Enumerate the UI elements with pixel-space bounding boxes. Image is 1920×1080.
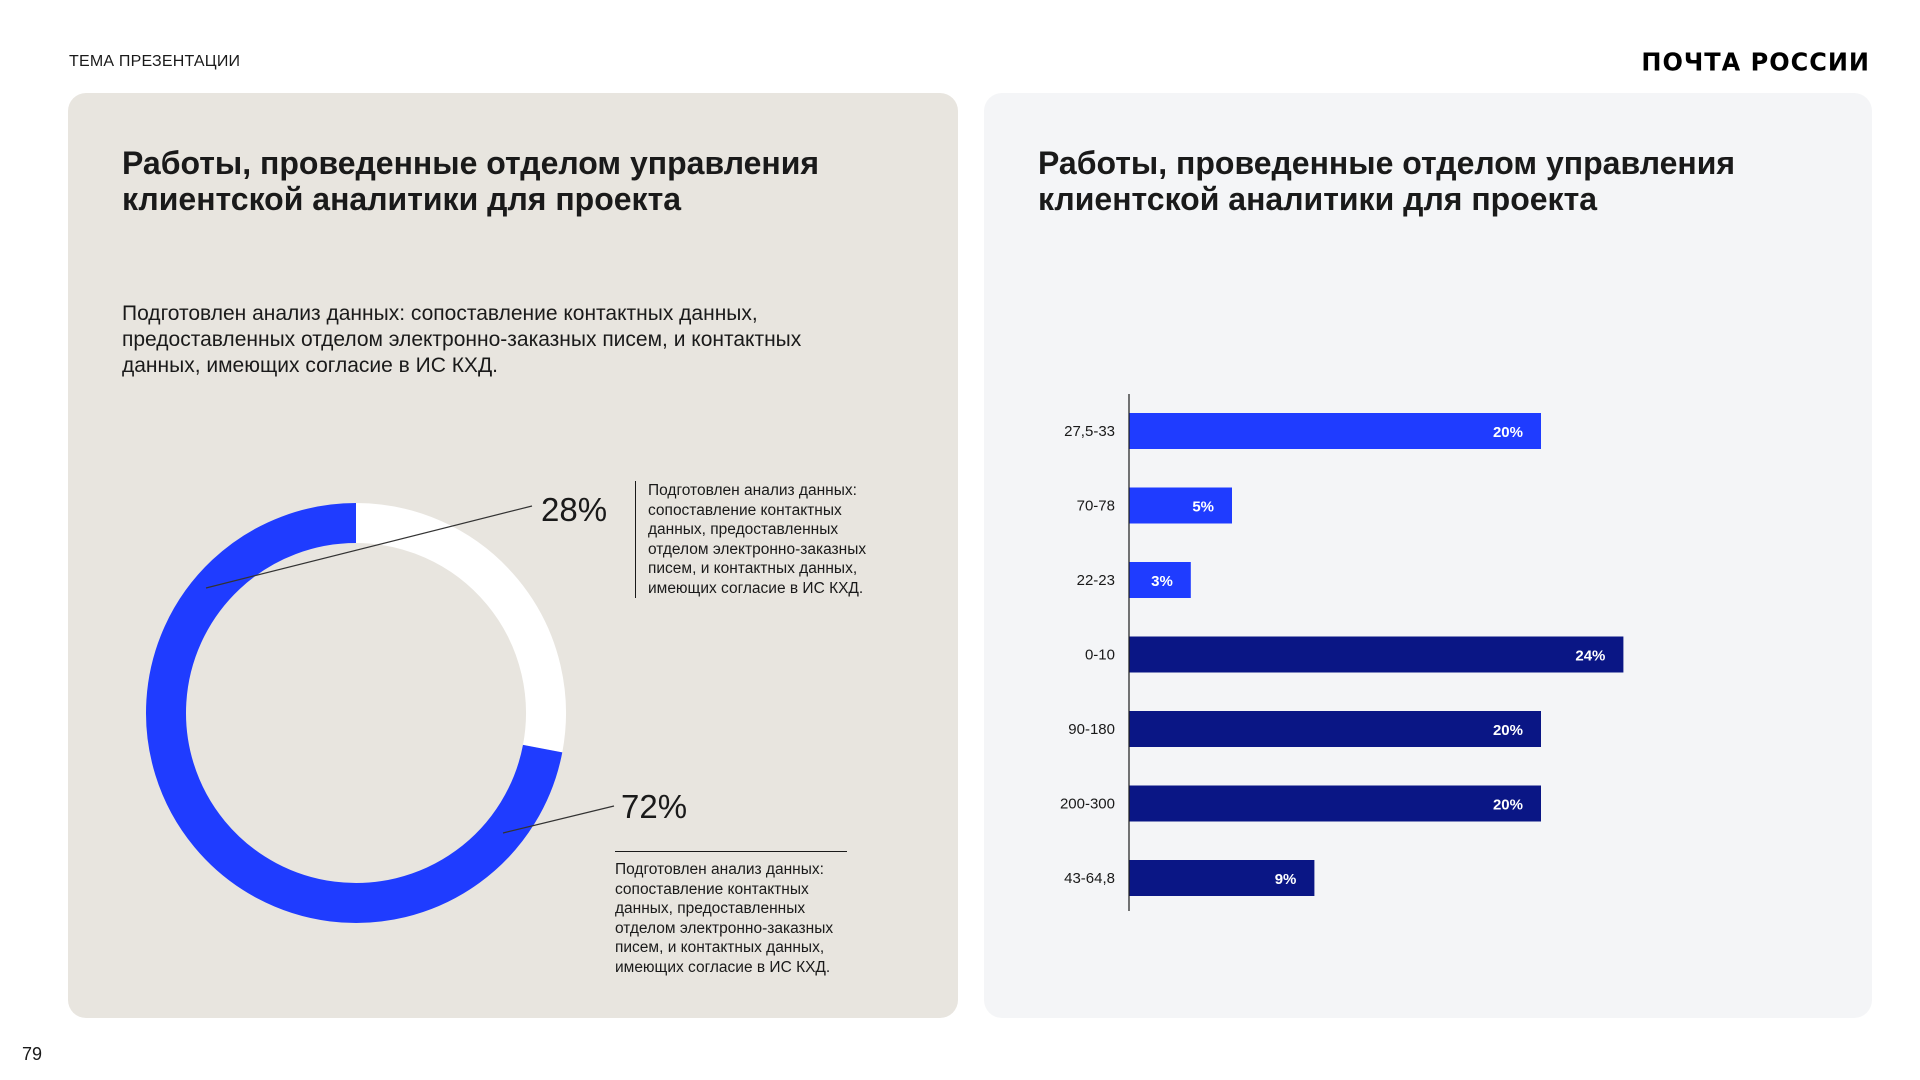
- bar-2: [1129, 562, 1191, 598]
- bar-5: [1129, 785, 1541, 822]
- left-card-description: Подготовлен анализ данных: сопоставление…: [122, 302, 802, 377]
- bar-6: [1129, 860, 1315, 896]
- bar-value-label: 3%: [1151, 573, 1173, 590]
- left-card-title: Работы, проведенные отделом управления к…: [122, 145, 820, 217]
- segment-label-28: 28%: [541, 491, 608, 528]
- bar-value-label: 20%: [1493, 797, 1523, 814]
- bar-category-label: 90-180: [1068, 721, 1115, 738]
- bar-4: [1129, 711, 1541, 747]
- bar-0: [1129, 413, 1541, 449]
- bar-category-label: 27,5-33: [1064, 423, 1115, 440]
- segment-note-72: Подготовлен анализ данных: сопоставление…: [615, 851, 847, 977]
- segment-label-72: 72%: [621, 788, 688, 825]
- bar-chart: 27,5-33 20% 70-78 5% 22-23 3% 0-10 24% 90-180 20%…: [1060, 394, 1624, 911]
- page-number: 79: [22, 1044, 43, 1064]
- bar-category-label: 0-10: [1085, 647, 1115, 664]
- bar-category-label: 43-64,8: [1064, 870, 1115, 887]
- bar-value-label: 9%: [1275, 871, 1297, 888]
- callout-line-28: [205, 505, 533, 589]
- donut-slice-72: [146, 503, 563, 923]
- bar-value-label: 20%: [1493, 424, 1523, 441]
- bar-category-label: 70-78: [1077, 498, 1115, 515]
- pochta-rossii-logo: ПОЧТА РОССИИ: [1641, 47, 1870, 77]
- bar-category-label: 22-23: [1077, 572, 1115, 589]
- bar-value-label: 5%: [1192, 499, 1214, 516]
- bar-1: [1129, 487, 1232, 524]
- bar-value-label: 24%: [1575, 648, 1605, 665]
- right-card: Работы, проведенные отделом управления к…: [984, 93, 1872, 1018]
- bar-category-label: 200-300: [1060, 796, 1115, 813]
- donut-slice-28: [355, 503, 566, 753]
- presentation-topic: ТЕМА ПРЕЗЕНТАЦИИ: [69, 53, 241, 70]
- donut-chart: [146, 503, 615, 923]
- bar-3: [1129, 636, 1624, 673]
- segment-note-28: Подготовлен анализ данных: сопоставление…: [635, 481, 878, 598]
- right-card-title: Работы, проведенные отделом управления к…: [1038, 145, 1736, 217]
- bar-value-label: 20%: [1493, 722, 1523, 739]
- callout-line-72: [502, 805, 615, 834]
- left-card: Работы, проведенные отделом управления к…: [68, 93, 958, 1018]
